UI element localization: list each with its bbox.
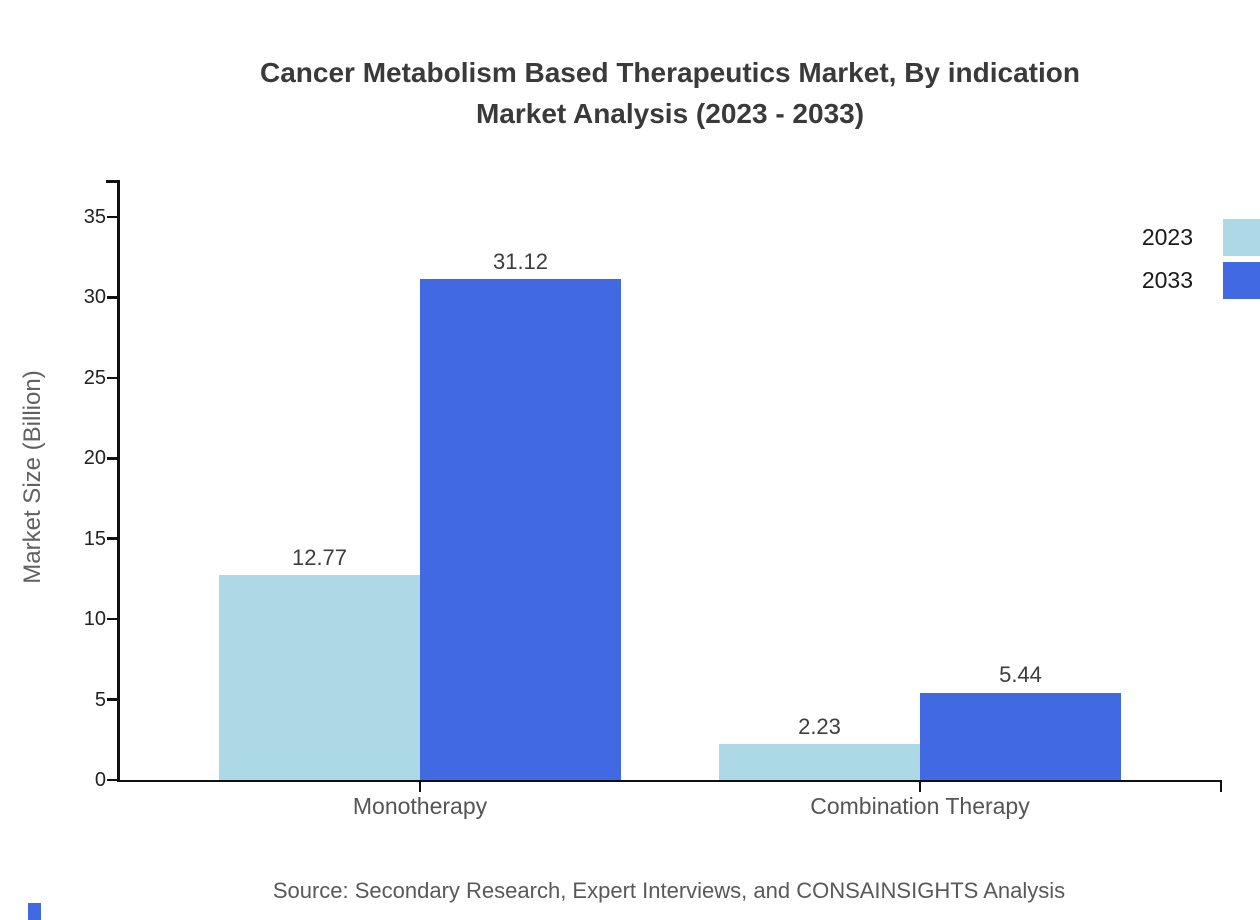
value-label-combination-therapy-2023: 2.23 [798,714,841,740]
source-note: Source: Secondary Research, Expert Inter… [272,878,1066,903]
y-tick-label-30: 30 [83,286,106,309]
x-category-label-monotherapy: Monotherapy [352,793,488,819]
y-tick-label-25: 25 [83,366,106,389]
x-axis-end-tick [1219,781,1222,792]
bar-combination-therapy-2033[interactable] [920,692,1121,780]
y-tick-label-10: 10 [83,608,106,631]
bar-combination-therapy-2023[interactable] [719,744,920,780]
y-tick-20 [107,457,118,460]
legend-swatch-2033 [1223,262,1260,299]
y-tick-label-20: 20 [83,447,106,470]
y-tick-label-5: 5 [94,688,106,711]
legend-swatch-2023 [1223,219,1260,256]
chart-title-line1: Cancer Metabolism Based Therapeutics Mar… [259,57,1080,88]
bar-monotherapy-2033[interactable] [420,279,621,780]
x-tick-combination-therapy [918,781,922,792]
y-tick-label-0: 0 [94,769,106,791]
y-axis-end-tick [106,180,119,183]
y-tick-label-15: 15 [83,527,106,550]
y-tick-15 [107,537,118,540]
x-axis-line [117,779,1222,782]
legend-item-2023[interactable]: 2023 [1142,219,1260,256]
chart-title: Cancer Metabolism Based Therapeutics Mar… [80,52,1260,134]
bar-monotherapy-2023[interactable] [219,574,420,780]
x-tick-monotherapy [418,781,422,792]
value-label-monotherapy-2023: 12.77 [291,544,348,570]
corner-artifact-square [28,903,41,920]
legend: 2023 2033 [1142,219,1260,299]
value-label-combination-therapy-2033: 5.44 [999,662,1042,688]
legend-label-2023: 2023 [1141,224,1193,250]
legend-item-2033[interactable]: 2033 [1142,262,1260,299]
legend-label-2033: 2033 [1141,267,1193,293]
y-tick-35 [107,215,118,219]
y-tick-label-35: 35 [83,206,106,228]
y-tick-5 [107,698,118,701]
y-tick-30 [107,296,118,299]
y-tick-0 [107,778,118,782]
value-label-monotherapy-2033: 31.12 [492,249,549,275]
chart-title-line2: Market Analysis (2023 - 2033) [475,98,865,129]
x-category-label-combination-therapy: Combination Therapy [810,793,1030,819]
y-axis-line [117,180,120,782]
y-tick-25 [107,376,118,380]
y-tick-10 [107,617,118,621]
